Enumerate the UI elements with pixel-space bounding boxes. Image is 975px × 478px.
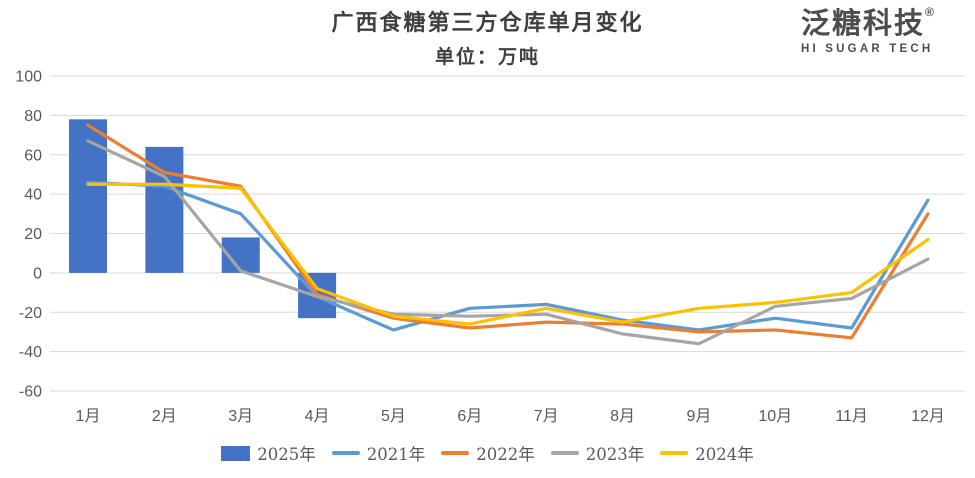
bar-2025年-2月 xyxy=(145,146,184,273)
y-axis-tick-label: 20 xyxy=(24,226,42,243)
y-axis-tick-label: 100 xyxy=(15,69,42,86)
x-axis-tick-label: 7月 xyxy=(534,408,559,425)
chart-title: 广西食糖第三方仓库单月变化 xyxy=(331,10,644,36)
legend-label: 2023年 xyxy=(585,445,645,464)
legend-label: 2024年 xyxy=(695,445,754,464)
brand-logo: 泛糖科技® HI SUGAR TECH xyxy=(801,5,961,55)
line-series-2024年 xyxy=(86,182,930,326)
legend-swatch-2021年 xyxy=(331,451,360,455)
x-axis-tick-label: 1月 xyxy=(76,408,101,425)
title-block: 广西食糖第三方仓库单月变化 单位：万吨 xyxy=(60,10,915,69)
x-axis-tick-label: 12月 xyxy=(911,408,945,425)
line-series-2021年 xyxy=(86,180,930,332)
chart-svg: 100 80 60 40 20 0 -20 -40 -60 1月 2月 3月 4月 5月 6月 7月 8月 9月 1… xyxy=(15,69,965,425)
x-axis-tick-label: 4月 xyxy=(305,408,330,425)
legend-swatch-2023年 xyxy=(550,451,579,455)
legend-item-2025年: 2025年 xyxy=(221,441,316,465)
legend-swatch-2025年 xyxy=(221,445,251,461)
legend-item-2021年: 2021年 xyxy=(331,441,426,465)
y-axis-tick-label: 60 xyxy=(24,147,42,164)
y-axis-tick-label: 40 xyxy=(24,187,42,204)
y-axis-tick-label: 0 xyxy=(33,265,42,282)
x-axis-tick-label: 9月 xyxy=(686,408,711,425)
x-axis-tick-label: 2月 xyxy=(152,408,177,425)
legend-label: 2025年 xyxy=(257,445,316,464)
x-axis-tick-label: 8月 xyxy=(610,408,635,425)
legend-item-2023年: 2023年 xyxy=(550,441,645,465)
legend-label: 2022年 xyxy=(476,445,535,464)
chart-legend: 2025年 2021年 2022年 2023年 2024年 xyxy=(0,440,975,466)
x-axis-tick-label: 6月 xyxy=(457,408,482,425)
legend-swatch-2024年 xyxy=(660,451,689,455)
x-axis-tick-label: 3月 xyxy=(228,408,253,425)
legend-item-2024年: 2024年 xyxy=(660,441,754,465)
chart-unit-subtitle: 单位：万吨 xyxy=(434,45,540,68)
line-series-2022年 xyxy=(86,123,930,340)
bar-2025年-1月 xyxy=(69,119,107,273)
x-axis-tick-label: 10月 xyxy=(758,408,792,425)
legend-item-2022年: 2022年 xyxy=(441,441,535,465)
x-axis-tick-label: 5月 xyxy=(381,408,406,425)
line-series-2023年 xyxy=(86,139,930,346)
registered-trademark-icon: ® xyxy=(925,5,936,19)
y-axis-tick-label: -60 xyxy=(19,384,42,401)
brand-name-cn: 泛糖科技® xyxy=(801,5,936,40)
legend-label: 2021年 xyxy=(366,445,426,464)
brand-name-en: HI SUGAR TECH xyxy=(801,43,934,55)
x-axis-tick-label: 11月 xyxy=(835,408,868,425)
y-axis-tick-label: -20 xyxy=(19,305,42,322)
y-axis-tick-label: 80 xyxy=(24,108,42,125)
y-axis-tick-label: -40 xyxy=(19,344,42,361)
legend-swatch-2022年 xyxy=(441,451,470,455)
